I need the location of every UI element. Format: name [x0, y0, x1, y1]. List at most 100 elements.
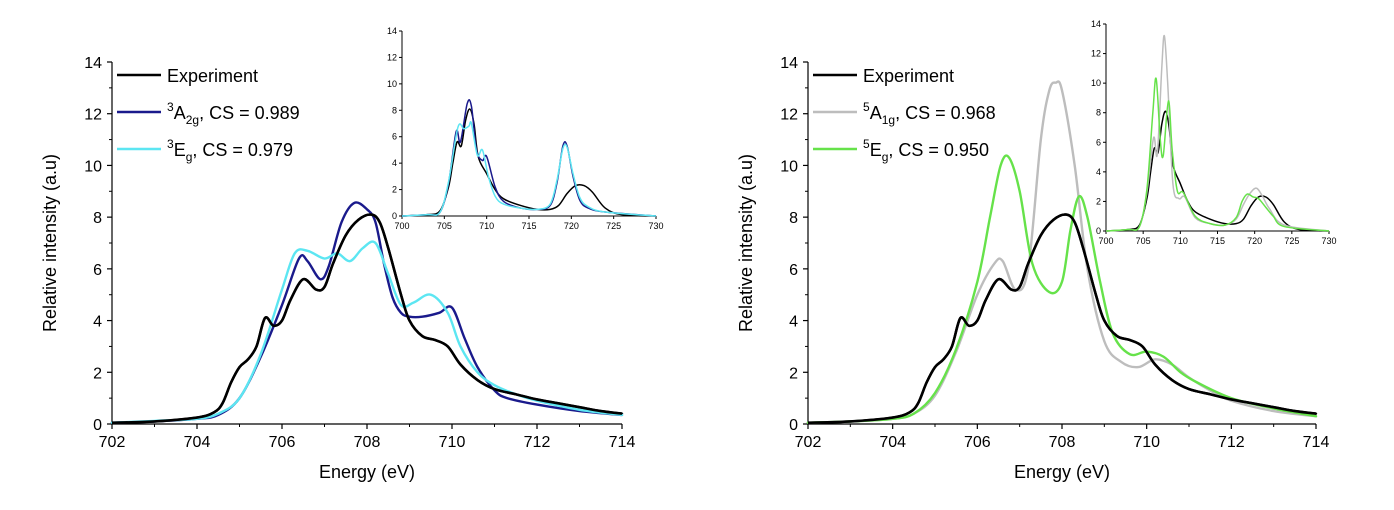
inset-y-tick-label: 12 [1091, 49, 1101, 59]
inset-y-tick-label: 0 [392, 211, 397, 221]
y-tick-label: 8 [93, 210, 102, 227]
legend-sub: 1g [882, 113, 895, 127]
legend-entry-2: 3A2g, CS = 0.989 [167, 100, 300, 127]
y-tick-label: 0 [789, 417, 798, 434]
inset-series-line-3 [401, 120, 657, 217]
legend-entry-3: 5Eg, CS = 0.950 [863, 137, 989, 164]
x-tick-label: 708 [354, 434, 381, 451]
legend-entry-2: 5A1g, CS = 0.968 [863, 100, 996, 127]
inset-x-tick-label: 725 [1284, 236, 1299, 246]
x-axis-label: Energy (eV) [1014, 462, 1110, 482]
legend-post: , CS = 0.950 [888, 140, 989, 160]
x-tick-label: 714 [1303, 434, 1330, 451]
inset-series-line-2 [1105, 34, 1330, 232]
inset-x-tick-label: 720 [564, 221, 579, 231]
legend-post: , CS = 0.989 [199, 103, 300, 123]
inset-y-tick-label: 2 [392, 185, 397, 195]
y-axis-label: Relative intensity (a.u) [40, 154, 60, 332]
legend-entry-1: Experiment [863, 66, 954, 86]
x-tick-label: 704 [184, 434, 211, 451]
series-line-1 [806, 213, 1318, 424]
inset-y-tick-label: 6 [1096, 137, 1101, 147]
y-tick-label: 12 [780, 107, 798, 124]
series-line-3 [806, 154, 1318, 424]
x-tick-label: 710 [1133, 434, 1160, 451]
inset-y-tick-label: 6 [392, 132, 397, 142]
inset-series-line-1 [401, 108, 657, 217]
inset-x-tick-label: 725 [606, 221, 621, 231]
x-tick-label: 706 [269, 434, 296, 451]
legend-entry-1: Experiment [167, 66, 258, 86]
legend-main: E [174, 140, 186, 160]
inset-series-line-1 [1105, 110, 1330, 232]
x-tick-label: 712 [1218, 434, 1245, 451]
chart-panel-2: 702 704 706 708 710 712 714 0 2 4 6 8 10 12 14 Energy (… [736, 19, 1337, 482]
y-tick-label: 14 [780, 55, 798, 72]
inset-x-tick-label: 715 [1210, 236, 1225, 246]
inset-y-tick-label: 14 [1091, 19, 1101, 29]
inset-y-tick-label: 0 [1096, 226, 1101, 236]
inset-series-line-3 [1105, 77, 1330, 232]
x-tick-label: 714 [609, 434, 636, 451]
y-tick-label: 12 [84, 107, 102, 124]
inset-y-tick-label: 2 [1096, 196, 1101, 206]
y-tick-label: 8 [789, 210, 798, 227]
inset-y-tick-label: 10 [1091, 78, 1101, 88]
y-tick-label: 6 [789, 262, 798, 279]
inset-x-tick-label: 710 [479, 221, 494, 231]
legend-main: A [870, 103, 882, 123]
x-tick-label: 708 [1049, 434, 1076, 451]
y-tick-label: 2 [789, 365, 798, 382]
legend-post: , CS = 0.968 [895, 103, 996, 123]
legend-sub: g [186, 150, 193, 164]
inset-y-tick-label: 4 [1096, 167, 1101, 177]
inset-x-tick-label: 700 [1098, 236, 1113, 246]
y-tick-label: 4 [789, 314, 798, 331]
x-axis-label: Energy (eV) [319, 462, 415, 482]
series-line-2 [110, 201, 624, 424]
inset-y-tick-label: 14 [387, 26, 397, 36]
inset-x-tick-label: 730 [648, 221, 663, 231]
inset-x-tick-label: 720 [1247, 236, 1262, 246]
inset-y-tick-label: 10 [387, 79, 397, 89]
x-tick-label: 702 [99, 434, 126, 451]
x-tick-label: 704 [879, 434, 906, 451]
legend-entry-3: 3Eg, CS = 0.979 [167, 137, 293, 164]
inset-series-line-2 [401, 99, 657, 217]
inset-y-tick-label: 8 [392, 105, 397, 115]
series-line-experiment-overlay [111, 213, 623, 425]
x-tick-label: 712 [524, 434, 551, 451]
y-tick-label: 10 [780, 158, 798, 175]
y-tick-label: 10 [84, 158, 102, 175]
inset-x-tick-label: 715 [521, 221, 536, 231]
inset-y-tick-label: 4 [392, 158, 397, 168]
y-tick-label: 0 [93, 417, 102, 434]
legend-main: A [174, 103, 186, 123]
legend-sup: 5 [863, 100, 870, 114]
x-tick-label: 702 [795, 434, 822, 451]
inset-chart: 700 705 710 715 720 725 730 0 2 4 6 8 10 12 14 [387, 26, 664, 231]
inset-x-tick-label: 705 [1136, 236, 1151, 246]
legend-main: Experiment [863, 66, 954, 86]
legend-sub: 2g [186, 113, 199, 127]
y-tick-label: 6 [93, 262, 102, 279]
legend-sup: 3 [167, 100, 174, 114]
legend-sub: g [882, 150, 889, 164]
series-line-3 [110, 240, 624, 424]
y-axis-label: Relative intensity (a.u) [736, 154, 756, 332]
series-line-experiment-overlay [807, 213, 1317, 425]
y-tick-label: 14 [84, 55, 102, 72]
legend: Experiment 3A2g, CS = 0.989 3Eg, CS = 0.97… [117, 66, 300, 164]
x-tick-label: 706 [964, 434, 991, 451]
y-tick-label: 2 [93, 365, 102, 382]
inset-x-tick-label: 705 [437, 221, 452, 231]
inset-y-tick-label: 12 [387, 52, 397, 62]
inset-x-tick-label: 700 [394, 221, 409, 231]
legend-sup: 5 [863, 137, 870, 151]
chart-panel-1: 702 704 706 708 710 712 714 0 2 4 6 8 10 12 14 Energy (… [40, 26, 664, 482]
y-tick-label: 4 [93, 314, 102, 331]
inset-y-tick-label: 8 [1096, 108, 1101, 118]
legend-main: E [870, 140, 882, 160]
